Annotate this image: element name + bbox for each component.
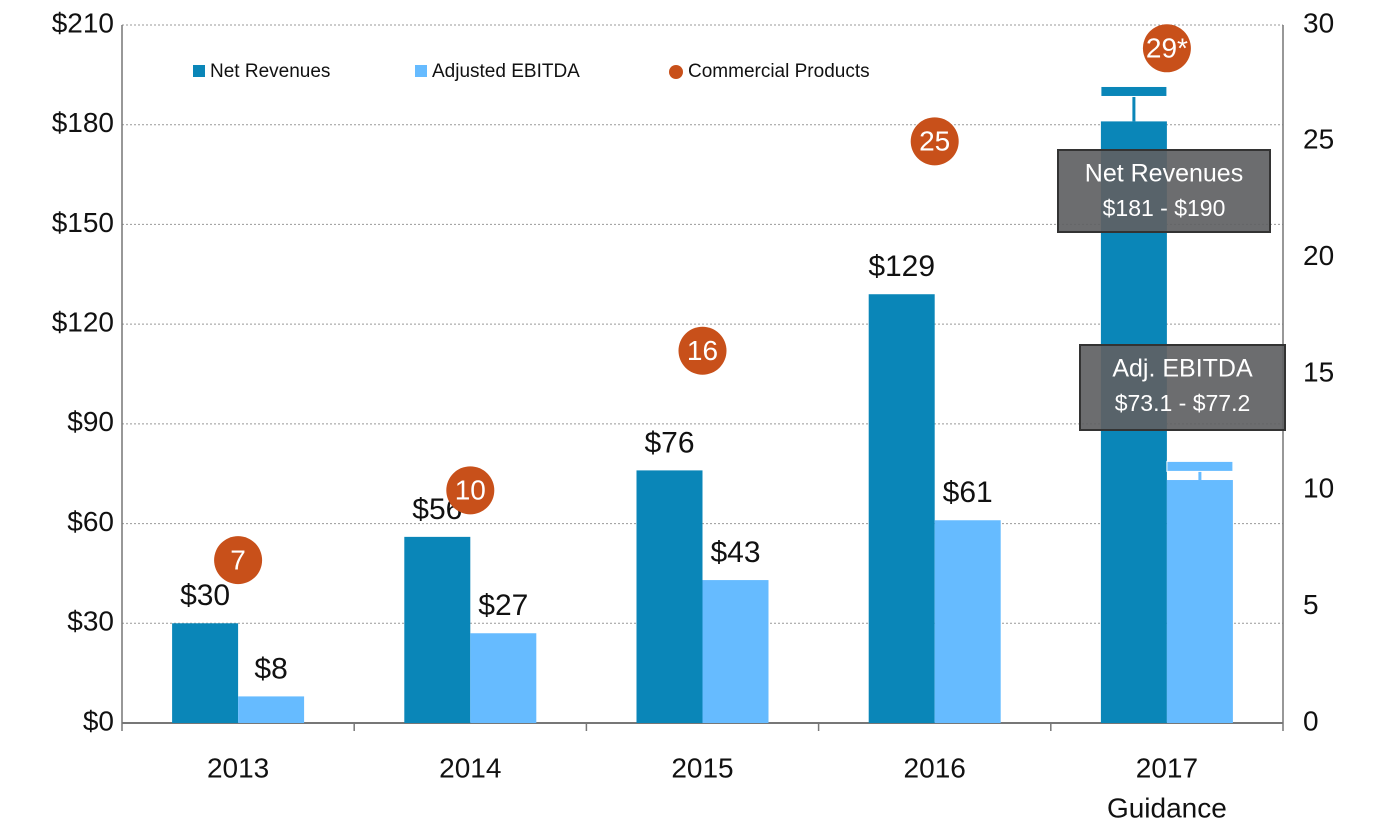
bar — [172, 623, 239, 723]
value-label: $129 — [868, 250, 935, 283]
y-tick-label: $180 — [52, 107, 114, 138]
value-label: 29* — [1146, 33, 1188, 64]
legend-swatch — [193, 65, 205, 77]
value-label: 7 — [230, 545, 246, 576]
bar — [1166, 480, 1233, 723]
annotation-title: Net Revenues — [1085, 160, 1243, 188]
y2-tick-label: 15 — [1303, 356, 1334, 387]
value-label: $76 — [644, 426, 694, 459]
bar — [404, 536, 471, 723]
y-tick-label: $120 — [52, 307, 114, 338]
product-marker — [678, 326, 727, 375]
annotation-text: $181 - $190 — [1103, 195, 1226, 221]
value-label: 25 — [919, 126, 950, 157]
product-marker — [446, 466, 495, 515]
y-tick-label: $60 — [67, 506, 114, 537]
bar — [868, 294, 935, 723]
bar — [238, 696, 305, 723]
bar — [934, 520, 1001, 723]
bar — [470, 633, 537, 723]
x-tick-label: 2013 — [207, 752, 269, 783]
product-marker — [910, 117, 959, 166]
bar — [636, 470, 703, 723]
x-tick-label: 2016 — [904, 752, 966, 783]
legend: Net Revenues Adjusted EBITDA Commercial … — [193, 61, 870, 82]
legend-swatch — [415, 65, 427, 77]
y-tick-label: $90 — [67, 406, 114, 437]
legend-label: Commercial Products — [688, 61, 870, 82]
legend-label: Net Revenues — [210, 61, 330, 82]
x-tick-sublabel: Guidance — [1107, 792, 1227, 823]
y2-tick-label: 20 — [1303, 240, 1334, 271]
y-tick-label: $30 — [67, 606, 114, 637]
value-label: $8 — [254, 652, 287, 685]
x-tick-label: 2014 — [439, 752, 501, 783]
value-label: $61 — [943, 476, 993, 509]
value-label: $43 — [710, 536, 760, 569]
range-cap — [1166, 460, 1234, 472]
y2-tick-label: 25 — [1303, 124, 1334, 155]
value-label: $27 — [478, 589, 528, 622]
product-marker — [1142, 24, 1191, 73]
annotation-box — [1057, 149, 1271, 233]
y-tick-label: $150 — [52, 207, 114, 238]
product-marker — [214, 536, 263, 585]
range-cap — [1100, 85, 1168, 97]
annotation-box — [1079, 344, 1286, 431]
value-label: $30 — [180, 579, 230, 612]
annotation-title: Adj. EBITDA — [1112, 355, 1253, 383]
y-tick-label: $0 — [83, 705, 114, 736]
annotation-text: $73.1 - $77.2 — [1115, 390, 1251, 416]
y2-tick-label: 5 — [1303, 589, 1319, 620]
legend-swatch — [669, 65, 683, 79]
y2-tick-label: 30 — [1303, 7, 1334, 38]
value-label: 16 — [687, 335, 718, 366]
y2-tick-label: 10 — [1303, 473, 1334, 504]
y-tick-label: $210 — [52, 7, 114, 38]
y2-tick-label: 0 — [1303, 705, 1319, 736]
bar — [702, 580, 769, 723]
x-tick-label: 2017 — [1136, 752, 1198, 783]
value-label: 10 — [455, 475, 486, 506]
x-tick-label: 2015 — [671, 752, 733, 783]
legend-label: Adjusted EBITDA — [432, 61, 580, 82]
